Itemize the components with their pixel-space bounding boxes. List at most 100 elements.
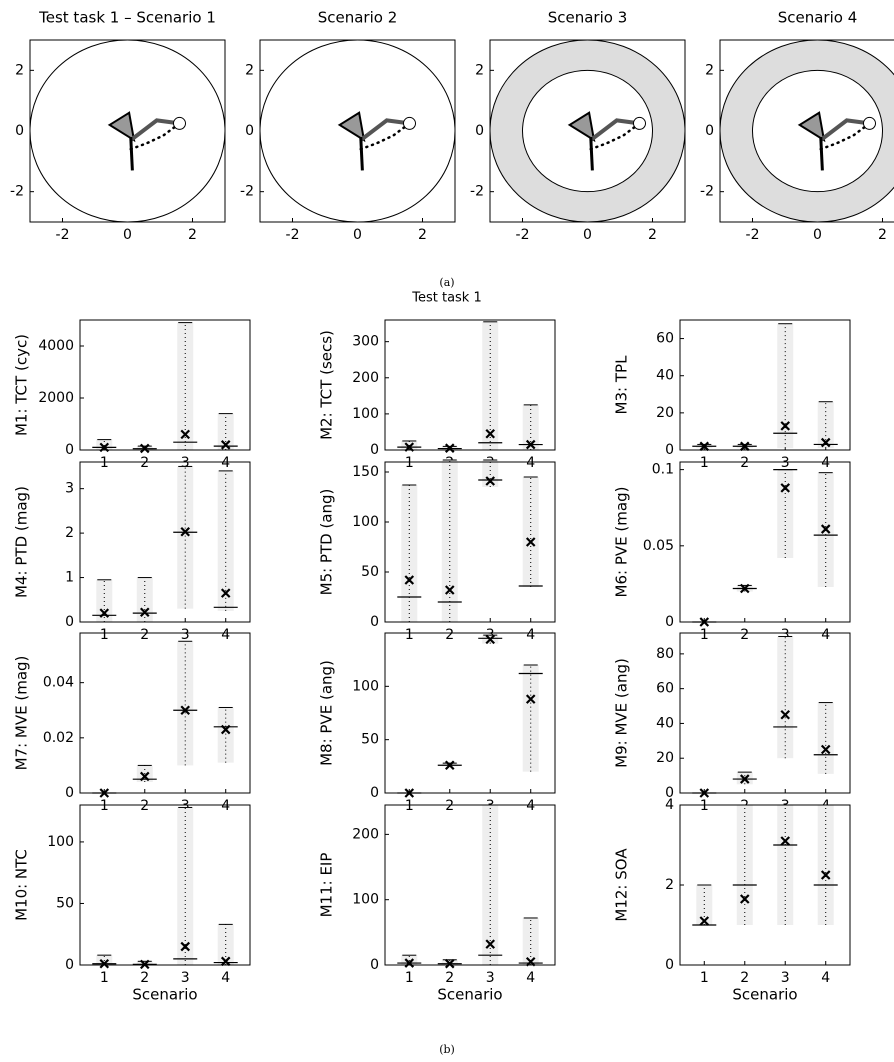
arm-leg <box>819 136 824 171</box>
axes-frame <box>29 39 226 223</box>
mean <box>699 916 710 926</box>
y-tick-label: -2 <box>10 184 24 200</box>
y-tick-label: 0 <box>15 123 24 139</box>
y-tick-label: 2000 <box>38 390 74 406</box>
y-tick-label: 100 <box>352 406 379 422</box>
x-tick-label: 2 <box>140 455 149 471</box>
x-tick-label: 4 <box>821 627 830 643</box>
mean <box>739 441 750 452</box>
arm-base <box>107 111 136 143</box>
spread <box>177 322 194 450</box>
mean <box>820 524 831 534</box>
mean <box>444 585 455 595</box>
x-tick-label: 2 <box>140 627 149 643</box>
axes-frame <box>79 804 251 966</box>
x-tick-label: 0 <box>353 227 362 243</box>
spread <box>177 641 194 766</box>
y-tick-label: 50 <box>361 564 379 580</box>
y-tick-label: 100 <box>352 678 379 694</box>
x-tick-label: 0 <box>123 227 132 243</box>
axes-frame <box>384 461 556 623</box>
mean <box>180 527 191 537</box>
mean <box>485 939 496 949</box>
x-tick-label: 3 <box>486 970 495 986</box>
x-axis-label: Scenario <box>437 986 502 1004</box>
mean <box>739 774 750 784</box>
x-tick-label: 4 <box>821 455 830 471</box>
y-tick-label: 0 <box>65 785 74 801</box>
chart-title: Test task 1 – Scenario 1 <box>38 9 216 27</box>
mean <box>220 956 231 967</box>
mean <box>444 443 455 453</box>
arm-base <box>337 111 366 143</box>
mean <box>404 958 415 968</box>
mean <box>780 483 791 493</box>
arm-leg <box>129 136 134 171</box>
mean <box>525 694 536 704</box>
axes-frame <box>679 319 851 451</box>
y-tick-label: 2 <box>65 525 74 541</box>
mean <box>220 588 231 598</box>
axes-frame <box>79 632 251 794</box>
y-tick-label: 100 <box>47 834 74 850</box>
spread <box>522 917 539 965</box>
x-tick-label: 1 <box>700 970 709 986</box>
y-tick-label: 2 <box>245 62 254 78</box>
spread <box>96 579 113 622</box>
spread <box>177 807 194 965</box>
y-axis-label: M8: PVE (ang) <box>318 660 336 766</box>
x-tick-label: 2 <box>140 798 149 814</box>
x-tick-label: 4 <box>221 455 230 471</box>
x-tick-label: 2 <box>648 227 657 243</box>
y-tick-label: 0 <box>705 123 714 139</box>
x-tick-label: 3 <box>181 627 190 643</box>
caption: (a) <box>439 276 454 289</box>
y-axis-label: M12: SOA <box>613 848 631 922</box>
y-axis-label: M5: PTD (ang) <box>318 489 336 596</box>
arm-link <box>129 118 180 142</box>
x-tick-label: 4 <box>221 627 230 643</box>
x-tick-label: 1 <box>100 798 109 814</box>
x-tick-label: 3 <box>781 970 790 986</box>
end-effector <box>173 116 186 130</box>
chart-title: Scenario 4 <box>778 9 858 27</box>
x-tick-label: 2 <box>740 970 749 986</box>
y-tick-label: 0 <box>65 957 74 973</box>
mean <box>780 421 791 431</box>
chart-title: Scenario 3 <box>548 9 628 27</box>
mean <box>739 894 750 904</box>
mean <box>139 607 150 617</box>
x-tick-label: 2 <box>445 970 454 986</box>
y-tick-label: 40 <box>656 715 674 731</box>
y-axis-label: M2: TCT (secs) <box>318 330 336 440</box>
spread <box>817 702 834 774</box>
x-tick-label: 1 <box>100 627 109 643</box>
x-tick-label: 4 <box>221 970 230 986</box>
mean <box>485 428 496 439</box>
axes-frame <box>79 461 251 623</box>
x-tick-label: 2 <box>418 227 427 243</box>
axes-frame <box>679 632 851 794</box>
mean <box>180 941 191 952</box>
y-axis-label: M10: NTC <box>13 849 31 921</box>
arm-base <box>797 111 826 143</box>
x-tick-label: 2 <box>740 627 749 643</box>
y-tick-label: 0 <box>665 785 674 801</box>
mean <box>525 439 536 450</box>
mean <box>444 958 455 969</box>
x-tick-label: 2 <box>445 798 454 814</box>
axes-frame <box>679 804 851 966</box>
x-axis-label: Scenario <box>732 986 797 1004</box>
axes-frame <box>259 39 456 223</box>
x-tick-label: 1 <box>700 455 709 471</box>
y-tick-label: 0 <box>370 785 379 801</box>
axes-frame <box>489 39 686 223</box>
axes-frame <box>679 461 851 623</box>
x-tick-label: 1 <box>405 627 414 643</box>
y-tick-label: 100 <box>352 514 379 530</box>
mean <box>485 634 496 645</box>
axes-frame <box>719 39 894 223</box>
arm-link <box>359 118 410 142</box>
x-tick-label: 1 <box>700 798 709 814</box>
y-axis-label: M6: PVE (mag) <box>613 487 631 598</box>
